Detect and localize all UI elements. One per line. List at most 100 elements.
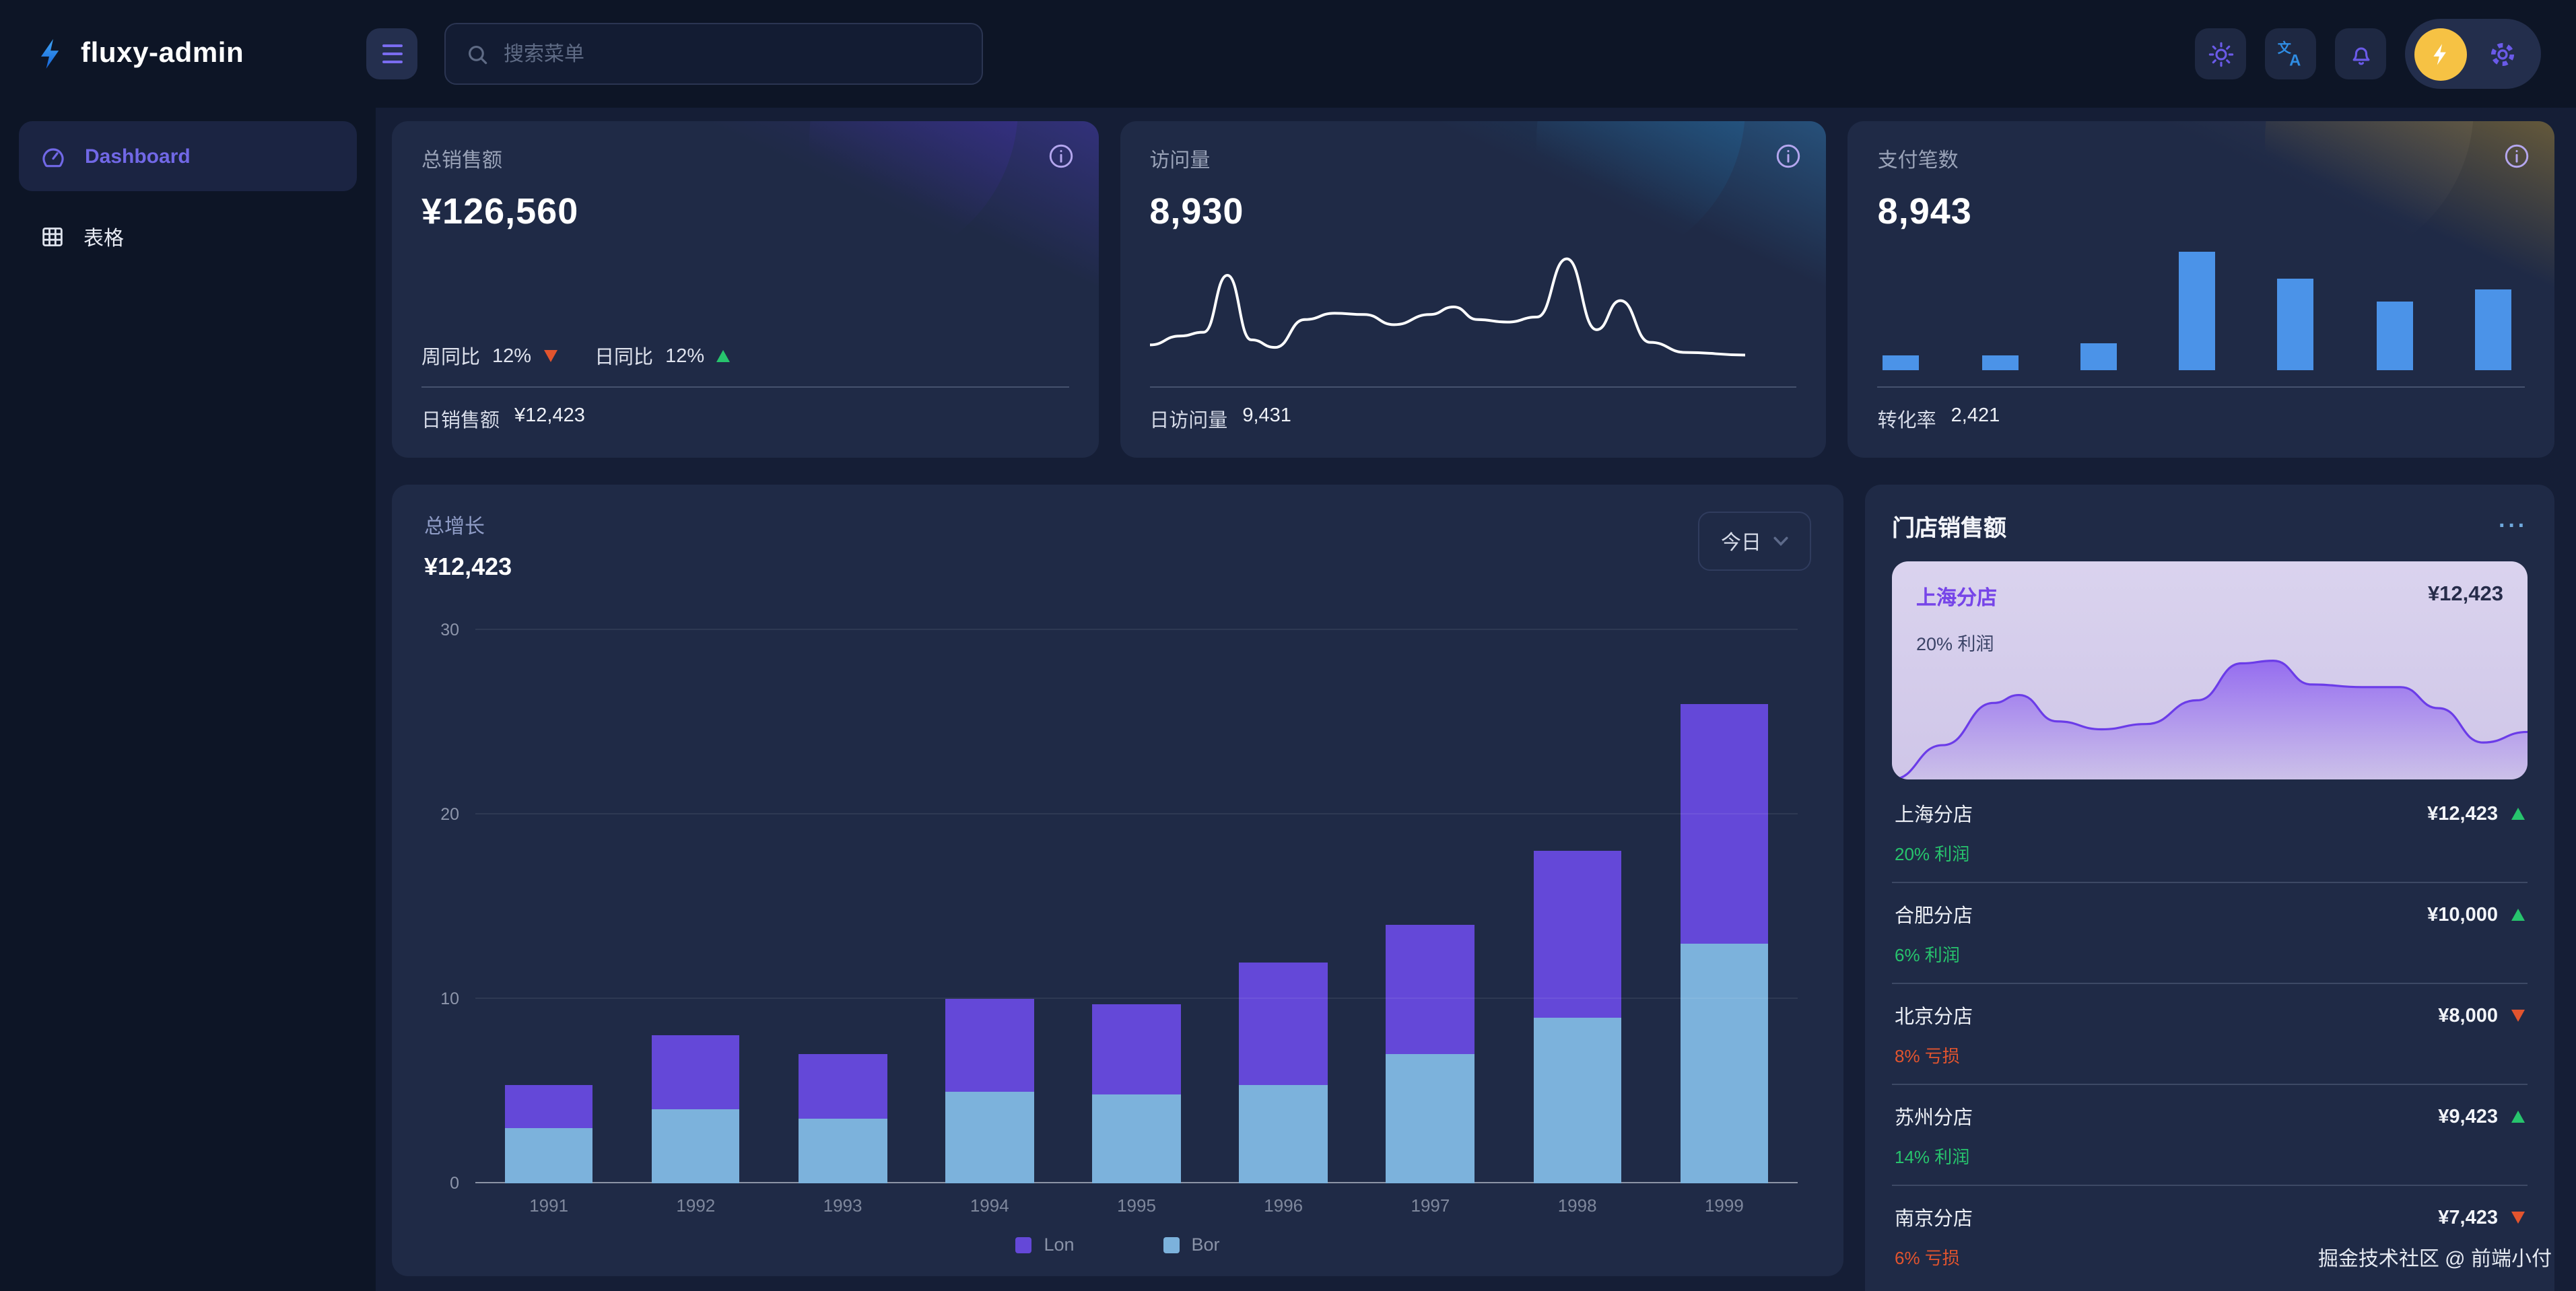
bar-1994 (916, 630, 1063, 1183)
bar-1991 (475, 630, 622, 1183)
trend-up-icon (716, 350, 731, 362)
stat-footer: 日访问量 9,431 (1149, 405, 1291, 432)
growth-value: ¥12,423 (424, 553, 512, 580)
sidebar-item-table[interactable]: 表格 (19, 202, 357, 272)
bar-segment-bor (945, 1091, 1034, 1183)
divider (1877, 386, 2525, 388)
store-row[interactable]: 南京分店 ¥7,423 6% 亏损 (1892, 1185, 2528, 1286)
translate-icon: 文 A (2276, 39, 2305, 69)
store-name: 上海分店 (1895, 805, 1973, 827)
x-label-1998: 1998 (1557, 1195, 1597, 1216)
chevron-down-icon (1773, 536, 1788, 547)
search-icon (465, 41, 490, 67)
store-name: 合肥分店 (1895, 906, 1973, 928)
table-icon (39, 223, 66, 250)
growth-chart-card: 总增长 ¥12,423 今日 0 10 20 30 (392, 485, 1843, 1276)
growth-chart-plot: 0 10 20 30 (440, 621, 1798, 1193)
bar-1992 (622, 630, 769, 1183)
x-label-1993: 1993 (823, 1195, 862, 1216)
info-icon[interactable] (2502, 141, 2532, 171)
y-tick-0: 0 (450, 1174, 459, 1193)
brand-bolt-icon (35, 38, 67, 70)
language-button[interactable]: 文 A (2265, 28, 2316, 79)
bar-1999 (1651, 630, 1798, 1183)
y-tick-30: 30 (440, 621, 459, 639)
bar-segment-lon (945, 999, 1034, 1092)
info-icon[interactable] (1046, 141, 1075, 171)
menu-toggle-button[interactable] (366, 28, 417, 79)
store-change: 6% 利润 (1895, 945, 1960, 965)
bar-1993 (769, 630, 916, 1183)
growth-title: 总增长 (424, 516, 485, 538)
store-row[interactable]: 上海分店 ¥12,423 20% 利润 (1892, 782, 2528, 882)
topbar: fluxy-admin (0, 0, 2576, 108)
x-label-1994: 1994 (970, 1195, 1009, 1216)
bar-segment-lon (1239, 962, 1328, 1086)
trend-down-icon (543, 350, 557, 362)
bar-segment-bor (651, 1109, 740, 1183)
store-panel-header: 门店销售额 ··· (1892, 509, 2528, 543)
payments-minibar-chart (1878, 238, 2525, 370)
store-row[interactable]: 苏州分店 ¥9,423 14% 利润 (1892, 1084, 2528, 1185)
stat-card-visits: 访问量 8,930 日访问量 9,431 (1120, 121, 1827, 458)
store-change: 8% 亏损 (1895, 1046, 1960, 1066)
stat-card-payments: 支付笔数 8,943 转化率 2,421 (1848, 121, 2554, 458)
featured-store-change: 20% 利润 (1916, 634, 1994, 654)
brand: fluxy-admin (35, 38, 339, 70)
stats-row: 总销售额 ¥126,560 周同比 12% 日同比 12% (392, 121, 2554, 458)
range-select[interactable]: 今日 (1697, 512, 1811, 571)
featured-store-value: ¥12,423 (2427, 583, 2503, 606)
avatar (2414, 28, 2467, 80)
featured-store-card[interactable]: 上海分店 ¥12,423 20% 利润 (1892, 561, 2528, 779)
store-name: 苏州分店 (1895, 1108, 1973, 1129)
x-label-1999: 1999 (1704, 1195, 1744, 1216)
bar-segment-bor (1533, 1017, 1622, 1183)
bar-segment-lon (799, 1054, 887, 1119)
store-value: ¥9,423 (2438, 1106, 2498, 1127)
store-row[interactable]: 北京分店 ¥8,000 8% 亏损 (1892, 983, 2528, 1084)
theme-toggle-button[interactable] (2195, 28, 2246, 79)
minibar-7 (2474, 289, 2511, 370)
settings-icon[interactable] (2487, 38, 2518, 69)
topbar-actions: 文 A (2195, 19, 2541, 89)
trend-up-icon (2511, 1111, 2525, 1123)
more-options-icon[interactable]: ··· (2499, 512, 2528, 538)
store-value: ¥12,423 (2427, 803, 2498, 825)
info-icon[interactable] (1774, 141, 1804, 171)
store-sales-panel: 门店销售额 ··· (1865, 485, 2554, 1291)
minibar-4 (2179, 252, 2216, 370)
bar-segment-lon (651, 1035, 740, 1110)
store-row[interactable]: 合肥分店 ¥10,000 6% 利润 (1892, 882, 2528, 983)
store-value: ¥10,000 (2427, 904, 2498, 926)
notifications-button[interactable] (2335, 28, 2386, 79)
bar-segment-bor (1092, 1094, 1181, 1183)
legend-swatch (1015, 1236, 1032, 1253)
legend-item-bor[interactable]: Bor (1163, 1234, 1220, 1255)
bar-segment-lon (504, 1085, 593, 1128)
user-menu[interactable] (2405, 19, 2541, 89)
bar-segment-lon (1092, 1004, 1181, 1095)
minibar-6 (2376, 302, 2413, 370)
metric-week: 周同比 12% (421, 342, 557, 370)
divider (421, 386, 1069, 388)
trend-up-icon (2511, 909, 2525, 921)
bar-segment-bor (1386, 1054, 1475, 1183)
trend-down-icon (2511, 1010, 2525, 1022)
gridline-30 (475, 629, 1798, 630)
legend-item-lon[interactable]: Lon (1015, 1234, 1075, 1255)
search-input[interactable] (504, 42, 963, 65)
stat-value: 8,930 (1149, 191, 1244, 232)
sidebar-item-label: Dashboard (85, 145, 191, 168)
bar-segment-bor (1680, 943, 1769, 1183)
growth-chart-xlabels: 1991 1992 1993 1994 1995 1996 1997 1998 1999 (475, 1195, 1798, 1216)
featured-store-name: 上海分店 (1916, 587, 1998, 610)
stat-metrics: 周同比 12% 日同比 12% (421, 342, 1069, 370)
search-box[interactable] (444, 23, 983, 85)
store-change: 14% 利润 (1895, 1147, 1970, 1167)
stat-label: 支付笔数 (1877, 149, 1959, 172)
stat-label: 访问量 (1149, 149, 1211, 172)
sidebar-item-dashboard[interactable]: Dashboard (19, 121, 357, 191)
gridline-20 (475, 813, 1798, 815)
bar-segment-bor (799, 1119, 887, 1183)
